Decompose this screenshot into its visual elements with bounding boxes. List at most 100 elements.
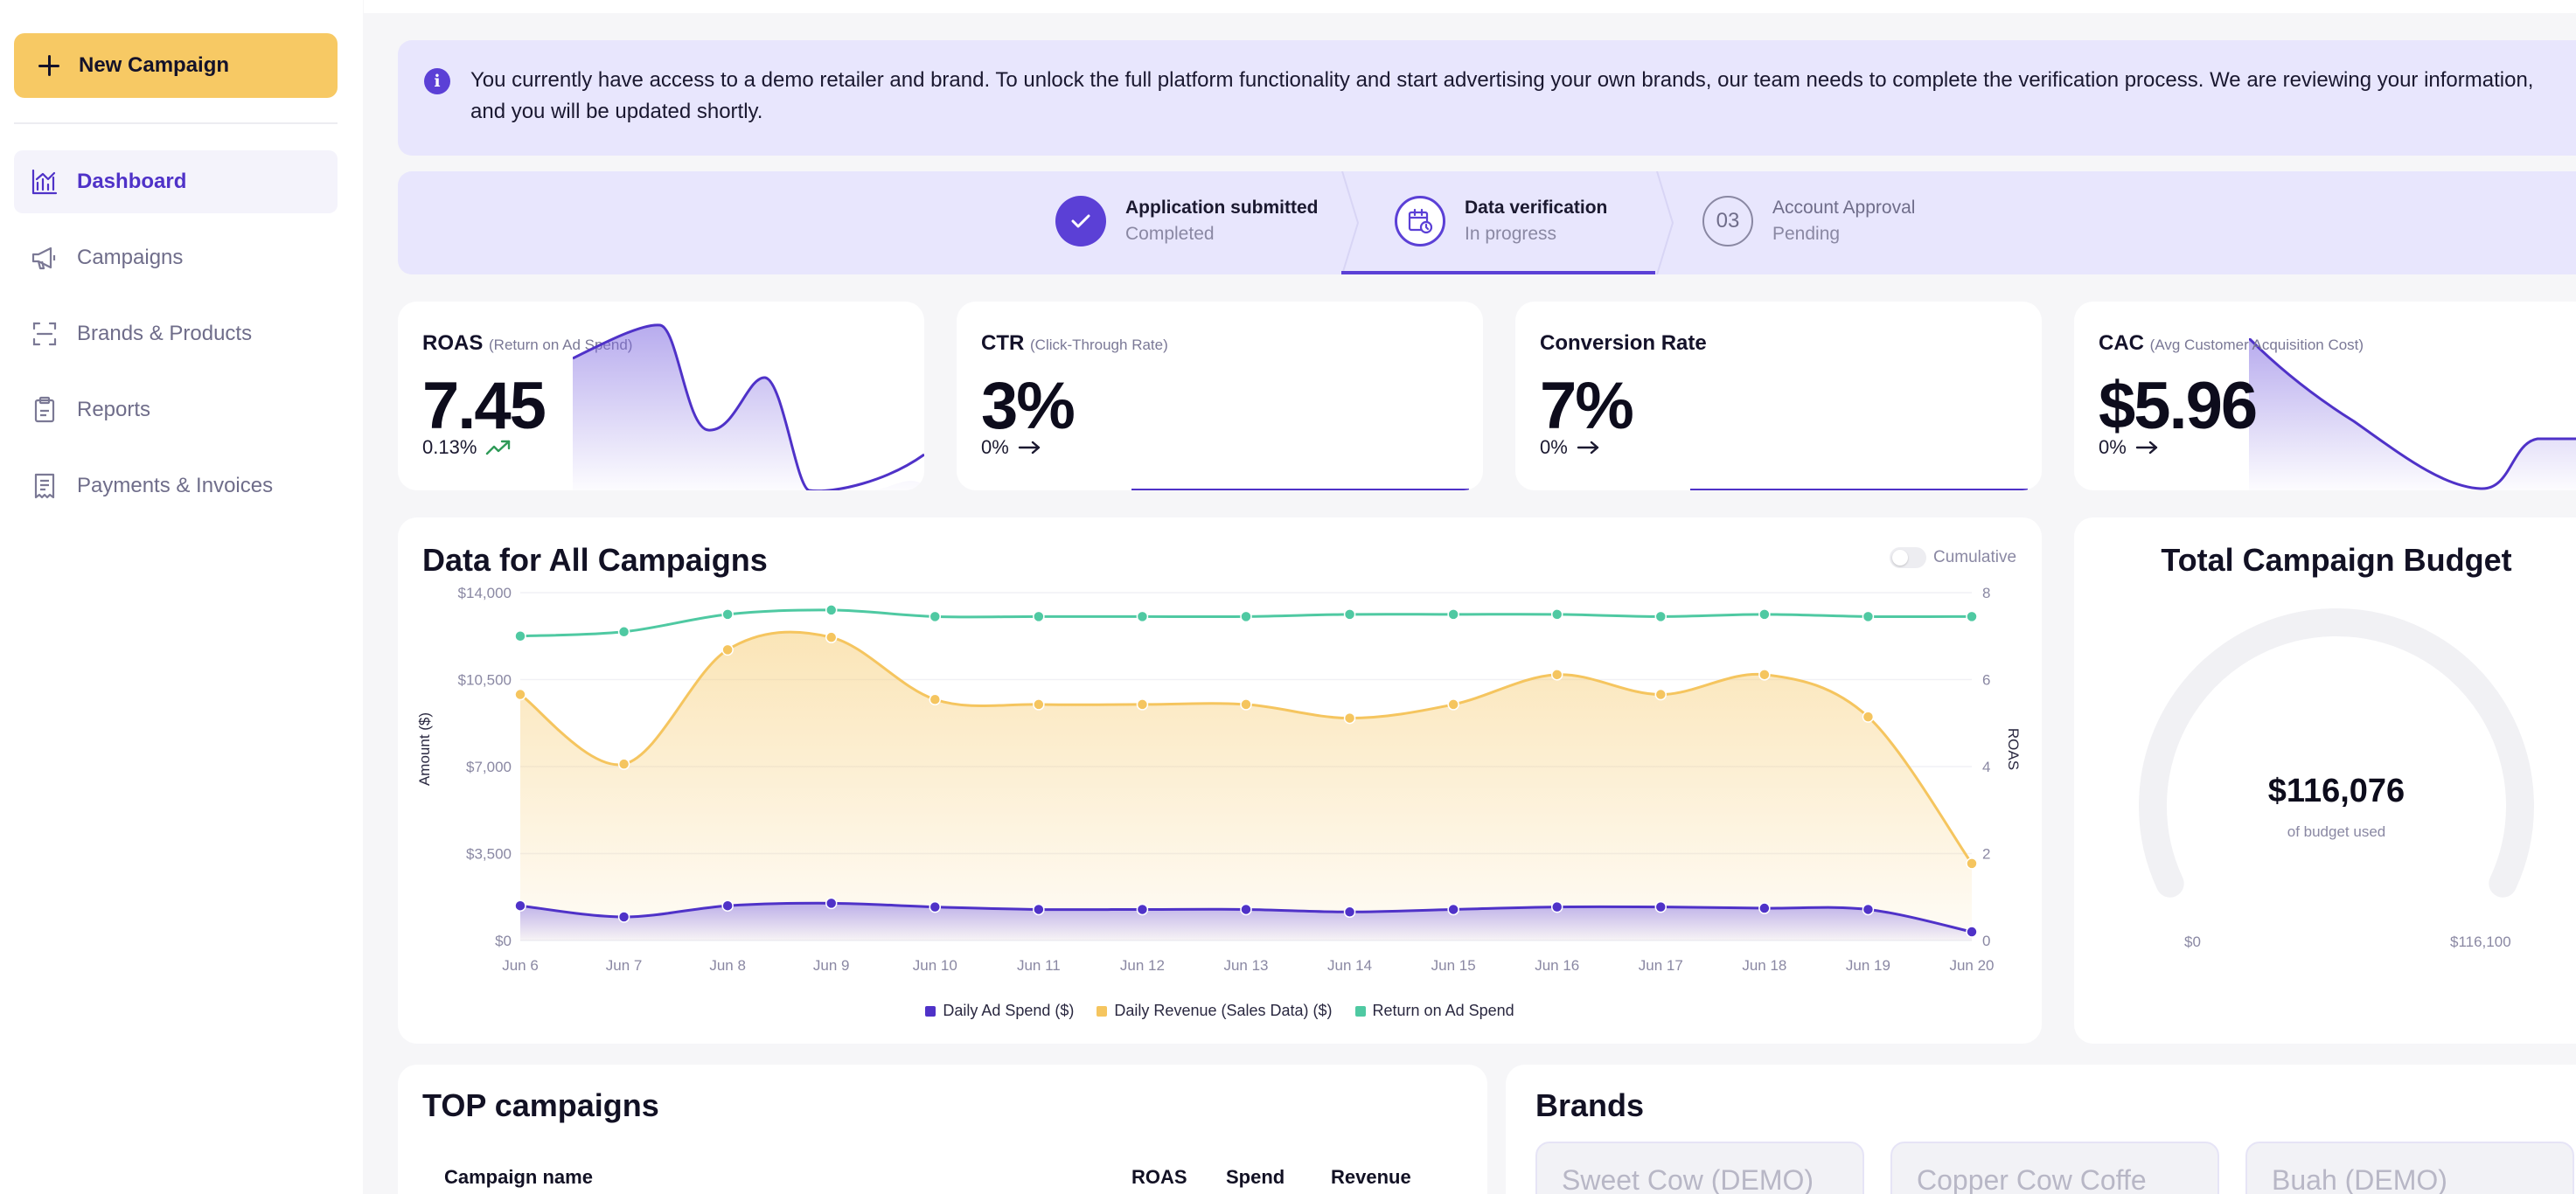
y-left-tick-label: $14,000 [458,585,512,601]
roas-point [617,626,630,638]
calendar-icon [1395,196,1445,246]
banner-text: You currently have access to a demo reta… [470,68,2534,123]
x-tick-label: Jun 19 [1846,957,1890,974]
step-separator [1341,171,1360,274]
step-title: Application submitted [1125,198,1319,218]
chart-legend: Daily Ad Spend ($) Daily Revenue (Sales … [398,1002,2042,1020]
verification-banner: i You currently have access to a demo re… [398,40,2576,156]
x-tick-label: Jun 20 [1949,957,1994,974]
column-header-campaign-name[interactable]: Campaign name [444,1166,593,1188]
sidebar-item-label: Brands & Products [77,322,253,345]
revenue-point [514,688,526,701]
y-right-axis-label: ROAS [2005,728,2022,770]
kpi-card-conversion-rate: Conversion Rate 7% 0% [1515,302,2042,490]
brands-title: Brands [1535,1087,1645,1123]
revenue-point [1966,857,1978,870]
kpi-value: $5.96 [2099,369,2258,443]
x-tick-label: Jun 13 [1223,957,1268,974]
spend-point [1343,906,1356,919]
step-number: 03 [1702,196,1753,246]
legend-swatch [1097,1005,1108,1017]
spend-point [617,911,630,923]
sidebar-item-payments-invoices[interactable]: Payments & Invoices [14,455,338,517]
roas-point [1550,608,1563,621]
roas-point [1240,610,1252,623]
kpi-name: CAC (Avg Customer Acquisition Cost) [2099,331,2364,355]
verification-stepper: Application submitted Completed Data ver… [398,171,2576,274]
campaign-data-card: Data for All Campaigns Cumulative $0 $3,5… [398,517,2042,1044]
y-right-tick-label: 8 [1982,585,1990,601]
roas-point [1654,610,1667,623]
revenue-point [1240,698,1252,711]
legend-item-revenue[interactable]: Daily Revenue (Sales Data) ($) [1097,1002,1333,1020]
brand-chip[interactable]: Buah (DEMO) [2245,1142,2574,1194]
megaphone-icon [31,246,56,270]
roas-point [1033,610,1045,623]
step-separator [1656,171,1674,274]
info-icon: i [424,68,450,94]
column-header-revenue[interactable]: Revenue [1331,1166,1411,1188]
x-tick-label: Jun 16 [1535,957,1579,974]
revenue-point [929,693,942,705]
arrow-right-icon [1577,441,1598,455]
y-right-tick-label: 0 [1982,933,1990,949]
new-campaign-button[interactable]: New Campaign [14,33,338,98]
roas-point [1447,608,1459,621]
active-step-underline [1341,271,1655,274]
step-status: Completed [1125,224,1215,244]
budget-max-label: $116,100 [2450,934,2511,950]
spend-point [929,900,942,913]
arrow-right-icon [1018,441,1040,455]
x-tick-label: Jun 11 [1017,957,1061,974]
budget-gauge [2139,608,2534,898]
x-tick-label: Jun 8 [709,957,746,974]
spend-point [1758,902,1771,914]
kpi-value: 7.45 [422,369,547,443]
roas-point [825,604,838,616]
sidebar-item-brands-products[interactable]: Brands & Products [14,302,338,365]
y-left-tick-label: $3,500 [466,846,512,863]
spend-area [520,903,1972,941]
spend-point [1654,900,1667,913]
y-right-tick-label: 6 [1982,672,1990,689]
sidebar-item-reports[interactable]: Reports [14,378,338,441]
revenue-point [825,631,838,643]
legend-item-spend[interactable]: Daily Ad Spend ($) [925,1002,1074,1020]
revenue-point [1033,698,1045,711]
kpi-change: 0% [2099,436,2160,459]
y-left-tick-label: $10,500 [458,672,512,689]
top-campaigns-card: TOP campaigns Campaign name ROAS Spend R… [398,1065,1487,1194]
sidebar-item-dashboard[interactable]: Dashboard [14,150,338,213]
step-application-submitted: Application submitted Completed [1055,196,1319,246]
brand-chip[interactable]: Sweet Cow (DEMO) [1535,1142,1864,1194]
cumulative-toggle[interactable]: Cumulative [1890,547,2016,568]
toggle-label: Cumulative [1933,548,2017,566]
x-tick-label: Jun 17 [1639,957,1683,974]
spend-point [1862,903,1875,916]
chart-icon [31,169,58,195]
spend-point [825,897,838,910]
top-campaigns-title: TOP campaigns [422,1087,659,1123]
column-header-spend[interactable]: Spend [1226,1166,1285,1188]
campaign-line-chart: $0 $3,500 $7,000 $10,500 $14,000 0 2 4 6 8 Jun 6 Ju… [416,585,2022,974]
y-right-tick-label: 4 [1982,759,1990,775]
roas-point [1758,608,1771,621]
budget-value: $116,076 [2267,773,2405,809]
roas-point [1136,610,1149,623]
step-status: Pending [1772,224,1841,244]
step-status: In progress [1465,224,1557,244]
spend-point [1550,900,1563,913]
sidebar-item-campaigns[interactable]: Campaigns [14,226,338,289]
kpi-card-cac: CAC (Avg Customer Acquisition Cost) $5.9… [2074,302,2576,490]
spend-point [1033,903,1045,916]
legend-item-roas[interactable]: Return on Ad Spend [1354,1002,1514,1020]
revenue-point [1550,669,1563,681]
column-header-roas[interactable]: ROAS [1131,1166,1187,1188]
chart-title: Data for All Campaigns [422,542,768,578]
x-tick-label: Jun 14 [1327,957,1372,974]
y-left-axis-label: Amount ($) [416,712,433,786]
clipboard-icon [34,396,55,423]
brand-chip[interactable]: Copper Cow Coffe [1890,1142,2219,1194]
toggle-switch[interactable] [1890,547,1926,568]
top-strip [364,0,2576,13]
